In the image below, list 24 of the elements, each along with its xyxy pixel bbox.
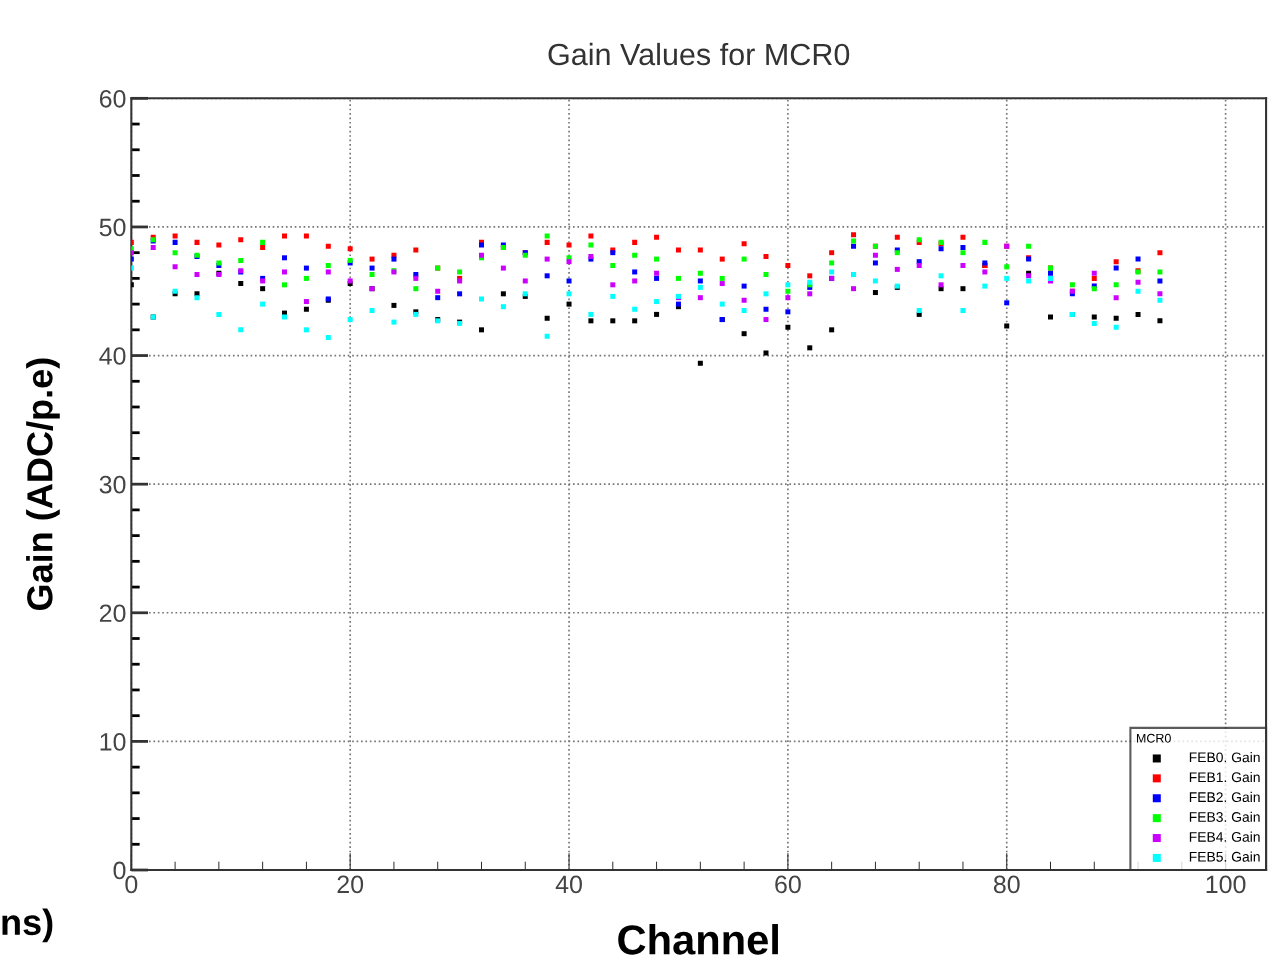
legend-label: FEB2. Gain <box>1189 791 1260 803</box>
text: ns) <box>2 908 53 943</box>
legend-label: FEB0. Gain <box>1189 752 1260 763</box>
legend-label: FEB3. Gain <box>1189 811 1260 822</box>
y-tick-label: 30 <box>99 475 126 494</box>
legend-label: FEB5. Gain <box>1189 851 1260 862</box>
legend-label: FEB4. Gain <box>1189 831 1260 842</box>
legend-label: FEB1. Gain <box>1189 771 1260 783</box>
x-tick-label: 100 <box>1206 875 1246 894</box>
y-tick-label: 50 <box>99 218 126 237</box>
y-tick-label: 0 <box>113 861 126 880</box>
y-tick-label: 10 <box>100 733 126 751</box>
x-axis-title: Channel <box>618 924 778 955</box>
chart-title: Gain Values for MCR0 <box>548 42 850 66</box>
y-tick-label: 20 <box>99 604 126 623</box>
y-axis-title: Gain (ADC/p.e) <box>26 358 60 611</box>
legend-title: MCR0 <box>1136 733 1171 743</box>
x-tick-label: 20 <box>337 875 364 894</box>
x-tick-label: 60 <box>775 875 801 894</box>
x-tick-label: 80 <box>993 875 1020 894</box>
y-tick-label: 40 <box>99 347 126 365</box>
x-tick-label: 0 <box>125 875 138 894</box>
y-tick-label: 60 <box>99 89 126 108</box>
x-tick-label: 40 <box>555 875 582 894</box>
